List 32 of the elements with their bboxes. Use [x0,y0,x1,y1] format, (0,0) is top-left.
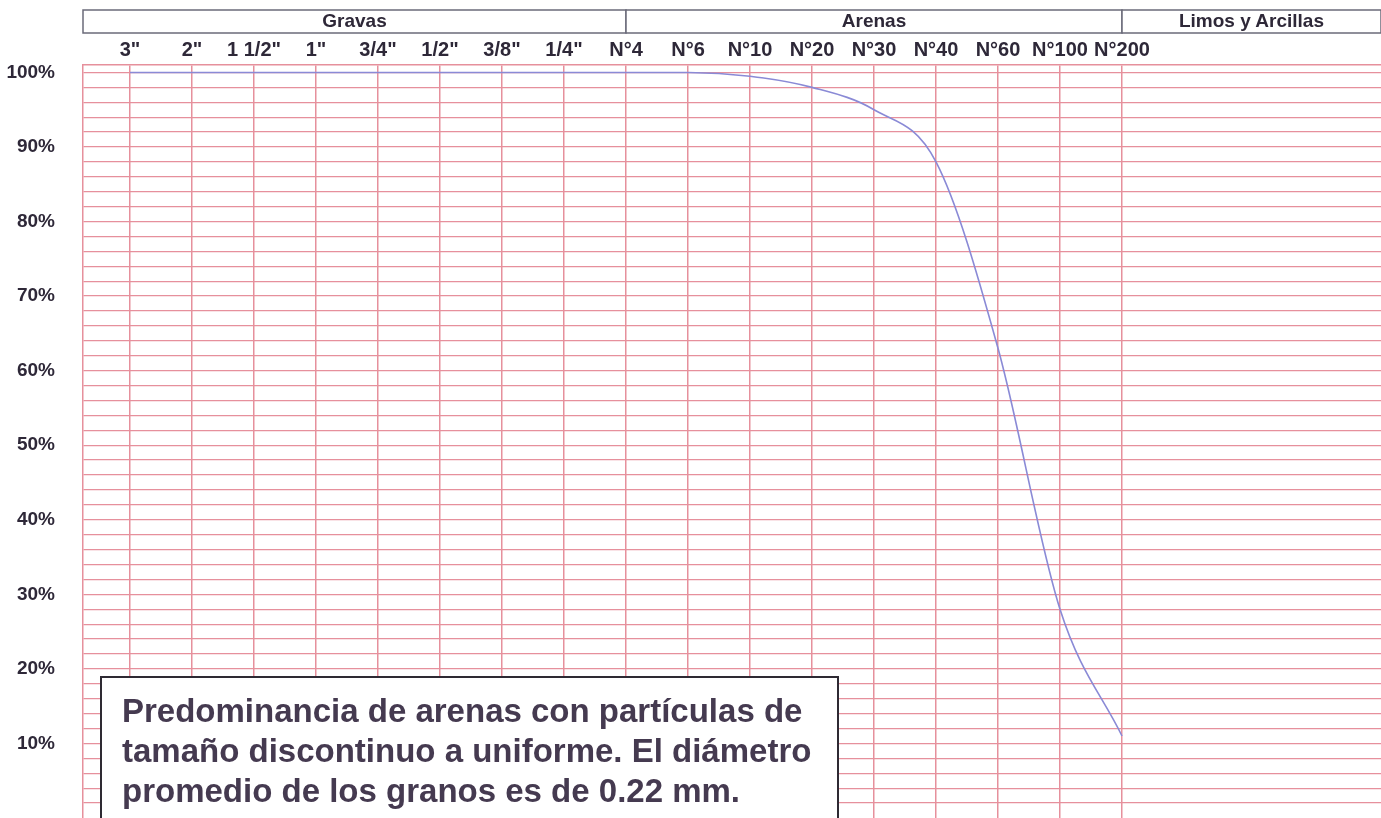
x-tick-label: N°60 [975,37,1021,60]
x-tick-label: N°100 [1032,37,1088,60]
x-tick-label: 1/4" [545,37,583,60]
y-tick-label: 40% [16,508,56,530]
y-tick-label: 50% [16,433,56,455]
x-tick-label: N°4 [609,37,644,60]
x-tick-label: 1" [305,37,327,60]
x-tick-label: N°200 [1094,37,1150,60]
y-tick-label: 70% [16,284,56,306]
y-tick-label: 20% [16,657,56,679]
x-tick-label: 3/8" [483,37,521,60]
y-tick-label: 10% [16,731,56,753]
y-tick-label: 60% [16,358,56,380]
y-tick-label: 90% [16,135,56,157]
text-box: Predominancia de arenas con partículas de tamaño discontinuo a uniforme. El diámetro promedio de los granos es de 0.22 mm. [100,676,839,818]
y-tick-label: 100% [6,60,56,82]
x-tick-label: 3/4" [359,37,397,60]
x-tick-label: 1 1/2" [227,37,281,60]
x-tick-label: 1/2" [421,37,459,60]
annotation: Predominancia de arenas con partículas de tamaño discontinuo a uniforme. El diámetro promedio de los granos es de 0.22 mm. [122,691,813,811]
text: Gravas [322,10,387,32]
x-tick-label: N°6 [671,37,705,60]
text: Arenas [841,10,907,32]
x-tick-label: 3" [119,37,141,60]
x-tick-label: 2" [181,37,203,60]
x-tick-label: N°10 [727,37,773,60]
y-tick-label: 80% [16,209,56,231]
x-tick-label: N°30 [851,37,897,60]
x-tick-label: N°40 [913,37,959,60]
y-tick-label: 30% [16,582,56,604]
x-tick-label: N°20 [789,37,835,60]
text: Limos y Arcillas [1178,10,1325,32]
